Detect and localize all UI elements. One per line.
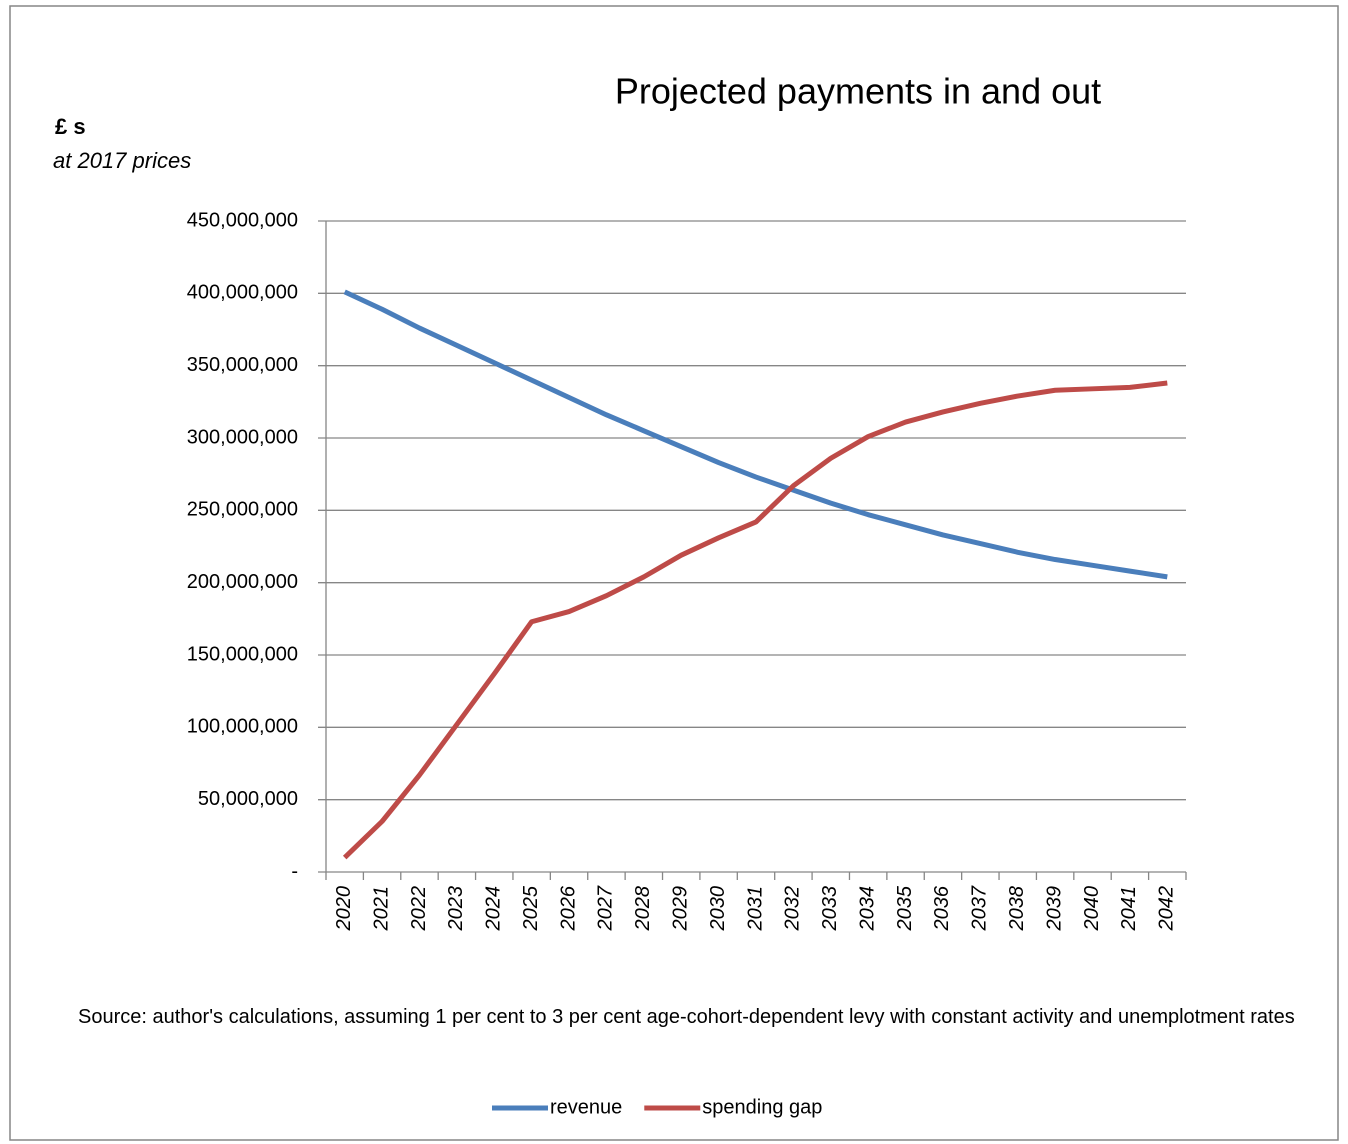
y-tick-label: 350,000,000 [187,354,298,376]
y-axis-sublabel: at 2017 prices [53,148,191,173]
y-tick-label: 450,000,000 [187,209,298,231]
series-line [342,380,1168,860]
x-tick-label: 2026 [557,885,579,931]
x-tick-label: 2023 [445,886,467,932]
x-tick-label: 2030 [707,886,729,932]
chart-title: Projected payments in and out [615,71,1101,112]
y-axis-label: £ s [55,114,86,139]
x-tick-label: 2032 [782,886,804,932]
x-tick-label: 2040 [1081,886,1103,932]
x-tick-label: 2039 [1043,886,1065,932]
y-tick-label: 400,000,000 [187,282,298,304]
legend-label: revenue [550,1096,622,1118]
legend-label: spending gap [702,1096,822,1118]
x-tick-label: 2029 [669,886,691,932]
x-tick-label: 2027 [595,885,617,931]
x-tick-label: 2020 [333,886,355,932]
y-tick-label: 200,000,000 [187,571,298,593]
x-tick-label: 2036 [931,885,953,931]
chart-frame [9,5,1339,1141]
x-tick-label: 2031 [744,886,766,932]
x-tick-label: 2028 [632,886,654,932]
x-tick-label: 2033 [819,886,841,932]
y-tick-label: - [291,860,298,882]
x-tick-label: 2038 [1006,886,1028,932]
x-tick-label: 2021 [370,886,392,932]
x-tick-label: 2041 [1118,886,1140,932]
x-tick-label: 2025 [520,885,542,931]
series-line [343,289,1168,580]
y-tick-label: 100,000,000 [187,716,298,738]
y-tick-label: 300,000,000 [187,426,298,448]
x-tick-label: 2035 [894,885,916,931]
note-box: Source: author's calculations, assuming … [78,1006,1295,1028]
y-tick-label: 50,000,000 [198,788,298,810]
x-tick-label: 2037 [969,885,991,931]
y-tick-label: 250,000,000 [187,499,298,521]
x-tick-label: 2042 [1156,886,1178,932]
x-tick-label: 2024 [483,886,505,932]
y-tick-label: 150,000,000 [187,643,298,665]
x-tick-label: 2022 [408,886,430,932]
x-tick-label: 2034 [856,886,878,932]
note: Source: author's calculations, assuming … [78,1006,1295,1028]
